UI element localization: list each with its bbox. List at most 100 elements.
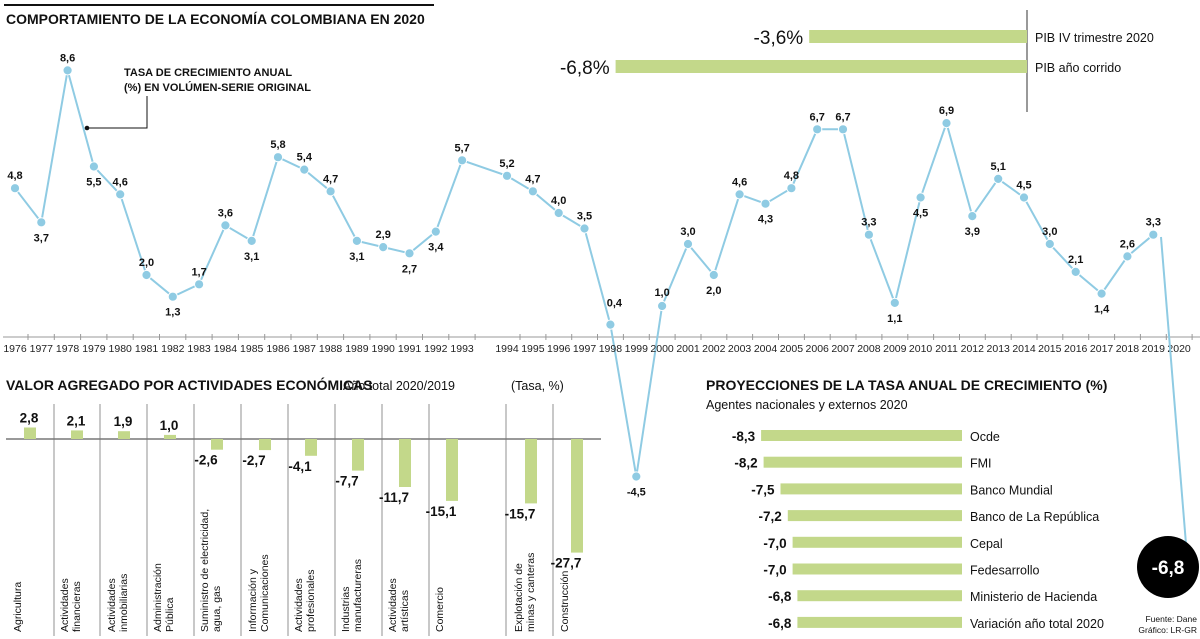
projection-bar-value: -6,8 xyxy=(768,589,792,604)
point-value-label: 0,4 xyxy=(607,298,623,310)
growth-point xyxy=(36,217,47,228)
point-value-label: 4,6 xyxy=(113,176,128,188)
sector-category-line: minas y canteras xyxy=(525,553,537,632)
sector-category-line: Pública xyxy=(164,597,176,632)
x-tick-label: 1997 xyxy=(573,343,597,355)
x-tick-label: 1991 xyxy=(398,343,422,355)
point-value-label: 3,0 xyxy=(680,226,695,238)
x-tick-label: 1996 xyxy=(547,343,571,355)
highlight-badge-value: -6,8 xyxy=(1152,558,1185,579)
pib-bars: -3,6% PIB IV trimestre 2020 -6,8% PIB año c… xyxy=(560,28,1154,79)
x-tick-label: 2004 xyxy=(754,343,778,355)
projection-bar-value: -8,3 xyxy=(732,429,756,444)
growth-point xyxy=(167,291,178,302)
point-value-label: 5,7 xyxy=(454,142,469,154)
x-tick-label: 1980 xyxy=(109,343,133,355)
growth-point xyxy=(299,164,310,175)
sector-bar xyxy=(259,439,271,451)
sector-category-label: Agricultura xyxy=(12,582,24,632)
pib-bar-label: PIB IV trimestre 2020 xyxy=(1035,31,1154,45)
projection-title: PROYECCIONES DE LA TASA ANUAL DE CRECIMI… xyxy=(706,377,1107,393)
sector-category-label: Construcción xyxy=(559,571,571,632)
sector-category-label: Actividadesinmobiliarias xyxy=(106,574,130,632)
sector-category-line: agua, gas xyxy=(211,586,223,632)
annotation-line-1: TASA DE CRECIMIENTO ANUAL xyxy=(124,67,292,79)
sector-bar xyxy=(211,439,223,450)
projection-bar xyxy=(787,510,962,522)
x-tick-label: 2016 xyxy=(1064,343,1088,355)
x-tick-label: 2014 xyxy=(1012,343,1036,355)
growth-point xyxy=(579,223,590,234)
growth-point xyxy=(272,152,284,163)
x-tick-label: 2017 xyxy=(1090,343,1114,355)
point-value-label: 3,1 xyxy=(244,251,259,263)
projection-bar-label: Ocde xyxy=(970,430,1000,444)
point-value-label: 4,0 xyxy=(551,195,566,207)
point-value-label: 4,6 xyxy=(732,176,747,188)
x-tick-label: 1979 xyxy=(82,343,106,355)
sector-category-line: Actividades xyxy=(106,578,118,632)
sector-category-label: Actividadesfinancieras xyxy=(59,578,83,632)
point-value-label: 4,7 xyxy=(525,173,540,185)
sector-category-line: financieras xyxy=(71,581,83,632)
point-value-label: 2,7 xyxy=(402,263,417,275)
growth-point xyxy=(605,319,616,330)
sector-category-line: Comercio xyxy=(434,587,446,632)
growth-point xyxy=(325,186,336,197)
x-tick-label: 2008 xyxy=(857,343,881,355)
point-value-label: 4,3 xyxy=(758,214,773,226)
sector-category-line: Comunicaciones xyxy=(259,554,271,632)
projection-bar xyxy=(763,456,962,468)
growth-point xyxy=(378,242,389,253)
point-value-label: 1,3 xyxy=(165,307,180,319)
growth-point xyxy=(404,248,415,259)
projection-bar xyxy=(797,616,962,628)
x-tick-label: 2015 xyxy=(1038,343,1062,355)
projection-bar-label: FMI xyxy=(970,457,992,471)
pib-bar-value: -6,8% xyxy=(560,58,610,79)
sector-bar xyxy=(305,439,317,456)
sector-unit-note: (Tasa, %) xyxy=(511,379,564,393)
point-value-label: 2,0 xyxy=(139,257,154,269)
sector-category-line: Actividades xyxy=(387,578,399,632)
sector-bar xyxy=(446,439,458,501)
growth-point xyxy=(194,279,205,290)
point-value-label: 1,4 xyxy=(1094,304,1110,316)
sector-category-line: Administración xyxy=(152,563,164,632)
projection-bar-label: Banco Mundial xyxy=(970,483,1053,497)
growth-point xyxy=(457,155,468,166)
point-value-label: 4,5 xyxy=(913,208,928,220)
x-tick-label: 2018 xyxy=(1116,343,1140,355)
x-tick-label: 1987 xyxy=(293,343,317,355)
growth-point xyxy=(837,124,849,135)
sector-bar xyxy=(24,427,36,439)
x-tick-label: 1992 xyxy=(424,343,448,355)
sector-category-label: Suministro de electricidad,agua, gas xyxy=(199,509,223,632)
x-tick-label: 1998 xyxy=(599,343,623,355)
sector-bar-value: -15,7 xyxy=(505,506,536,521)
projection-bar xyxy=(792,536,962,548)
point-value-label: -4,5 xyxy=(627,487,646,499)
x-tick-label: 1984 xyxy=(214,343,238,355)
sector-category-line: Industrias xyxy=(340,586,352,632)
highlight-badge xyxy=(1137,536,1199,598)
projection-bar xyxy=(761,430,962,441)
sector-bar-value: 1,0 xyxy=(160,418,179,433)
sector-bar-value: 2,1 xyxy=(67,413,86,428)
growth-point xyxy=(682,238,694,250)
sector-bar-value: -27,7 xyxy=(551,556,582,571)
sector-category-label: Información yComunicaciones xyxy=(247,554,271,632)
projection-bar xyxy=(780,483,962,495)
growth-point xyxy=(967,211,978,222)
growth-point xyxy=(631,471,642,482)
point-value-label: 4,5 xyxy=(1016,180,1031,192)
growth-point xyxy=(527,186,539,197)
x-tick-label: 2003 xyxy=(728,343,752,355)
source-text: Fuente: Dane xyxy=(1145,614,1197,624)
point-value-label: 6,7 xyxy=(835,111,850,123)
sector-category-line: Actividades xyxy=(293,578,305,632)
growth-point xyxy=(1044,238,1055,250)
x-tick-label: 2020 xyxy=(1167,343,1191,355)
projection-bar xyxy=(797,590,962,602)
